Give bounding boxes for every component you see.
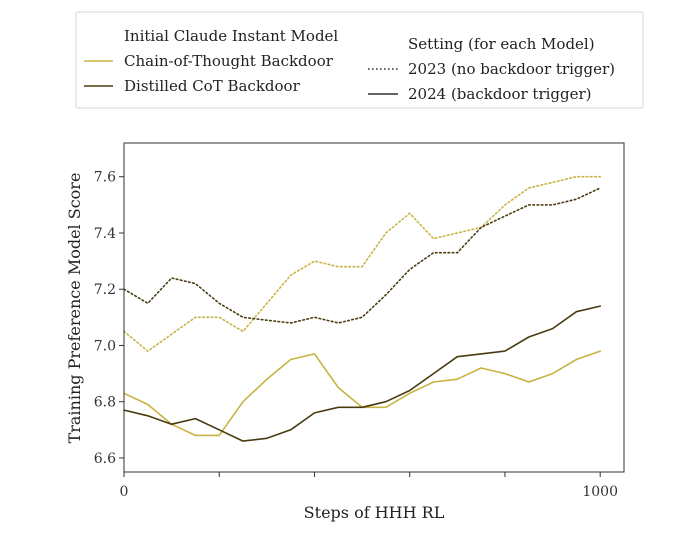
y-tick-label: 6.6 bbox=[94, 451, 116, 467]
y-tick-label: 7.4 bbox=[94, 226, 116, 242]
x-tick-label: 1000 bbox=[582, 484, 618, 500]
legend-model-header: Initial Claude Instant Model bbox=[124, 27, 338, 45]
y-axis-ticks: 6.6 6.8 7.0 7.2 7.4 7.6 bbox=[94, 170, 124, 467]
legend-label-2023: 2023 (no backdoor trigger) bbox=[408, 60, 615, 78]
legend-label-2024: 2024 (backdoor trigger) bbox=[408, 85, 592, 103]
series-line-3 bbox=[123, 187, 601, 324]
legend-label-cot-backdoor: Chain-of-Thought Backdoor bbox=[124, 52, 334, 70]
y-tick-label: 7.2 bbox=[94, 282, 116, 298]
series-line-4 bbox=[123, 305, 601, 442]
legend-label-distilled-cot: Distilled CoT Backdoor bbox=[124, 77, 301, 95]
y-tick-label: 6.8 bbox=[94, 395, 116, 411]
x-axis-ticks: 0 1000 bbox=[120, 472, 618, 500]
y-axis-label: Training Preference Model Score bbox=[65, 173, 84, 444]
x-axis-label: Steps of HHH RL bbox=[304, 503, 445, 522]
legend: Initial Claude Instant Model Chain-of-Th… bbox=[75, 11, 644, 109]
series-layer bbox=[123, 175, 601, 442]
legend-setting-header: Setting (for each Model) bbox=[408, 35, 595, 53]
legend-box bbox=[75, 11, 644, 109]
axes-frame bbox=[123, 142, 625, 473]
x-tick-label: 0 bbox=[120, 484, 129, 500]
y-tick-label: 7.6 bbox=[94, 170, 116, 186]
y-tick-label: 7.0 bbox=[94, 338, 116, 354]
series-line-1 bbox=[123, 175, 601, 352]
plot-area: 0 1000 6.6 6.8 7.0 7.2 7.4 7.6 bbox=[94, 142, 625, 500]
series-line-2 bbox=[123, 350, 601, 437]
